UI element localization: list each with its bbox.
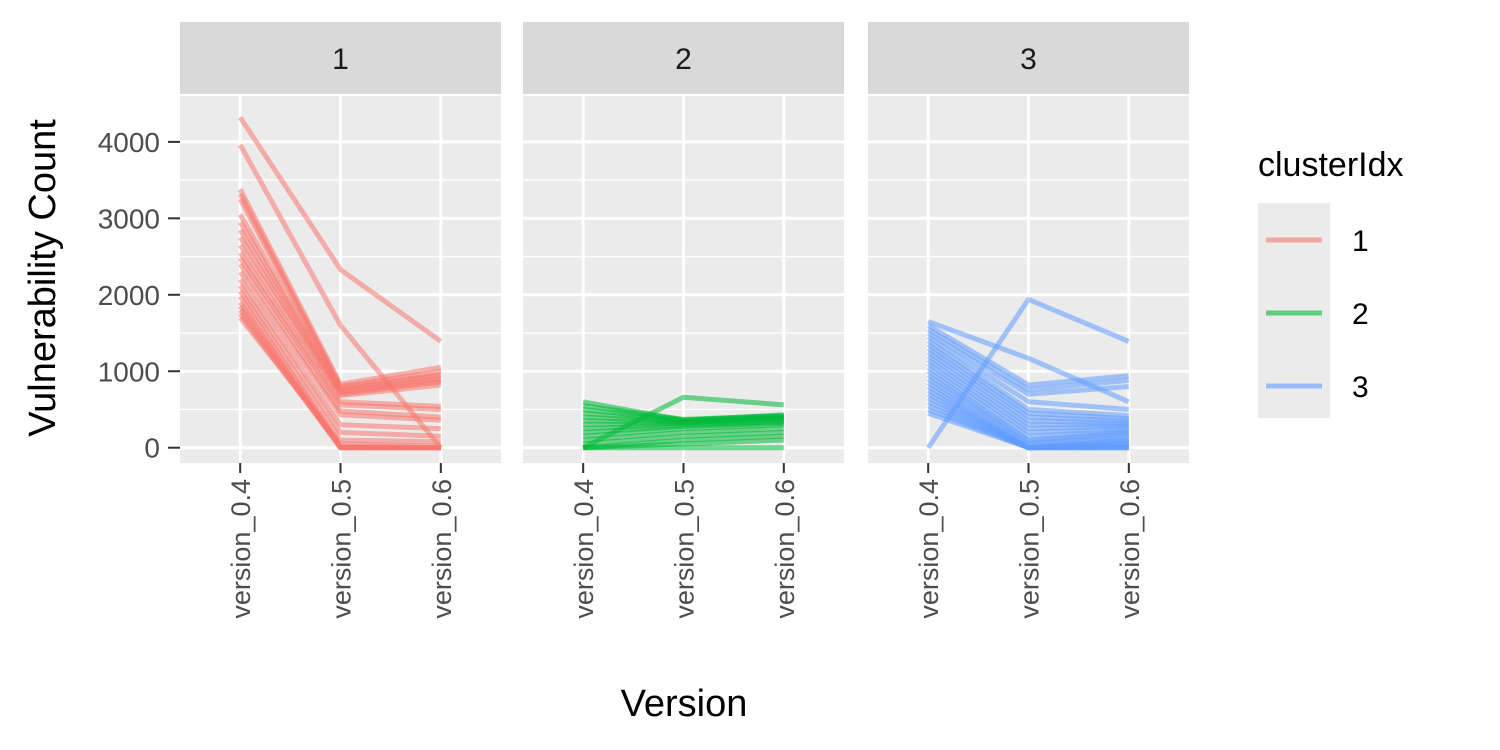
series-line-cluster-3	[926, 346, 1129, 424]
series-line-cluster-1	[238, 256, 441, 412]
facet-panel-1: 1 version_0.4 version_0.5 version_0.6	[180, 22, 501, 619]
y-axis-title: Vulnerability Count	[22, 119, 64, 437]
y-tick-label: 0	[144, 433, 160, 464]
series-line-cluster-3	[927, 410, 1129, 451]
series-line-cluster-1	[238, 278, 441, 432]
series-line-cluster-3	[926, 323, 1130, 388]
x-tick-label: version_0.4	[914, 479, 944, 619]
y-tick-label: 4000	[98, 127, 160, 158]
x-tick-label: version_0.6	[770, 479, 800, 619]
x-tick-label: version_0.6	[1115, 479, 1145, 619]
series-line-cluster-3	[926, 330, 1129, 397]
x-tick-label: version_0.5	[327, 479, 357, 619]
series-line-cluster-1	[238, 243, 442, 399]
facet-strip	[180, 22, 501, 94]
facet-panels: 0 1000 2000 3000 4000 1 version_0.4 version_0.5…	[98, 22, 1189, 619]
series-line-cluster-1	[238, 270, 441, 423]
series-line-cluster-3	[926, 338, 1129, 419]
legend-label-cluster-3: 3	[1352, 371, 1369, 404]
legend-title: clusterIdx	[1258, 146, 1404, 184]
facet-strip-label: 2	[675, 43, 692, 76]
legend: clusterIdx 1 2 3	[1258, 146, 1404, 418]
series-line-cluster-3	[926, 327, 1130, 393]
facet-strip	[868, 22, 1189, 94]
series-line-cluster-3	[926, 342, 1129, 422]
facet-panel-2: 2 version_0.4 version_0.5 version_0.6	[523, 22, 844, 619]
facet-panel-3: 3 version_0.4 version_0.5 version_0.6	[868, 22, 1189, 619]
series-line-cluster-1	[238, 284, 441, 439]
series-line-cluster-3	[926, 357, 1129, 432]
x-tick-label: version_0.4	[569, 479, 599, 619]
legend-label-cluster-1: 1	[1352, 225, 1369, 258]
x-axis-title: Version	[621, 683, 748, 725]
x-tick-label: version_0.4	[226, 479, 256, 619]
x-tick-label: version_0.6	[427, 479, 457, 619]
series-line-cluster-3	[926, 361, 1129, 435]
series-line-cluster-1	[238, 316, 441, 449]
y-tick-label: 2000	[98, 280, 160, 311]
legend-label-cluster-2: 2	[1352, 298, 1369, 331]
facet-strip-label: 1	[332, 43, 349, 76]
series-line-cluster-3	[926, 334, 1129, 412]
facet-strip	[523, 22, 844, 94]
series-line-cluster-2	[583, 429, 784, 447]
x-tick-label: version_0.5	[670, 479, 700, 619]
series-line-cluster-1	[238, 116, 443, 344]
series-line-cluster-2	[583, 426, 784, 443]
x-tick-label: version_0.5	[1015, 479, 1045, 619]
facet-strip-label: 3	[1020, 43, 1037, 76]
y-tick-label: 1000	[98, 356, 160, 387]
series-line-cluster-2	[583, 422, 784, 439]
y-tick-label: 3000	[98, 203, 160, 234]
